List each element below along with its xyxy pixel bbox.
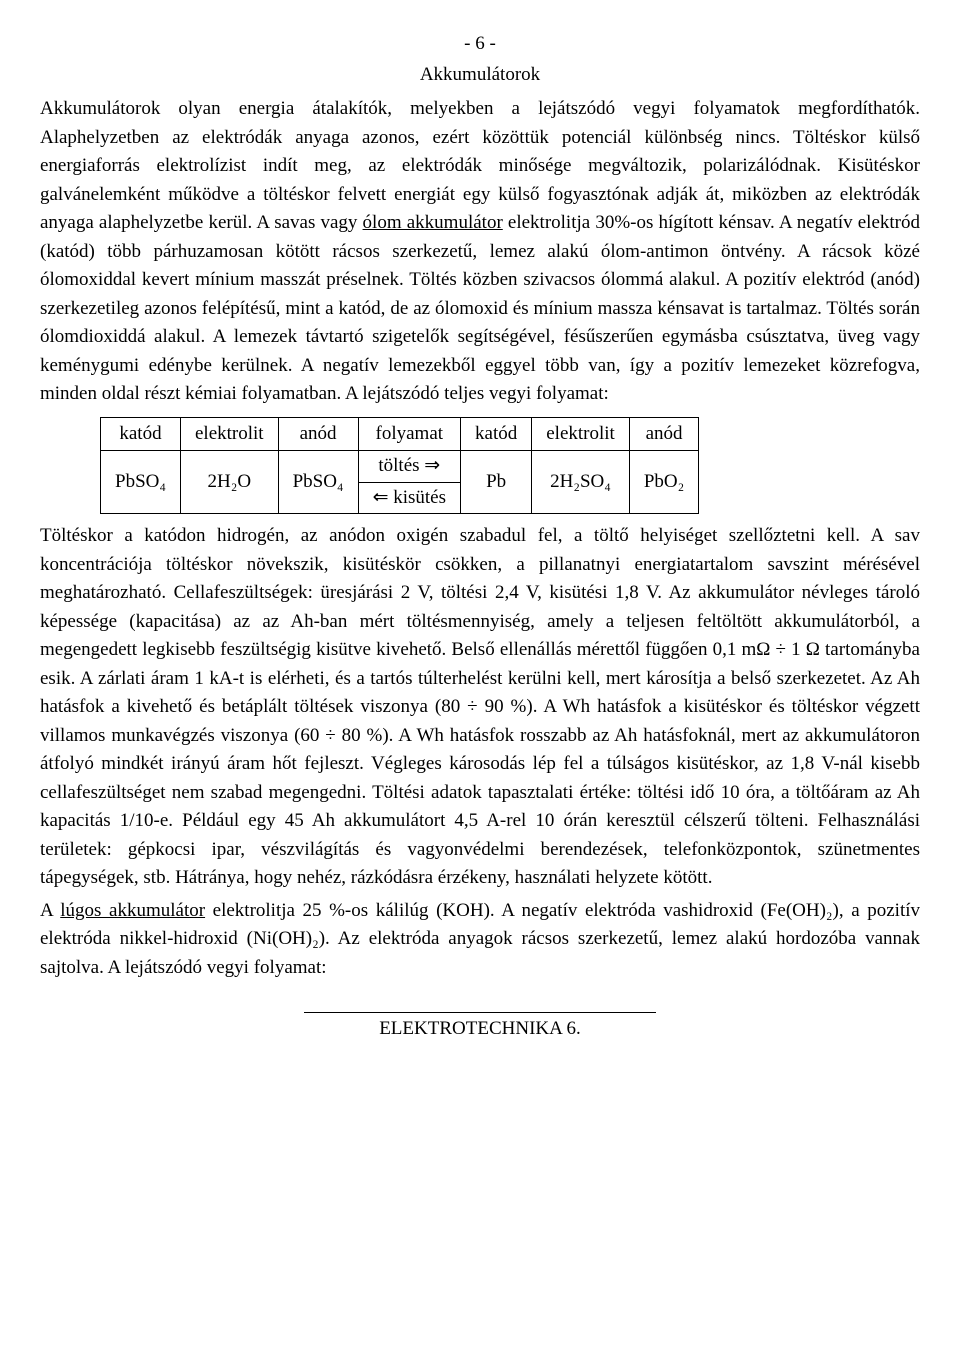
- th-katod-1: katód: [101, 417, 181, 451]
- th-katod-2: katód: [461, 417, 532, 451]
- td-toltes: töltés ⇒: [359, 451, 460, 483]
- td-2h2o: 2H₂O: [180, 451, 278, 514]
- th-folyamat: folyamat: [358, 417, 460, 451]
- th-elektrolit-1: elektrolit: [180, 417, 278, 451]
- td-pbo2: PbO₂: [629, 451, 698, 514]
- para3-underline-lugos: lúgos akkumulátor: [60, 900, 205, 921]
- page-title: Akkumulátorok: [40, 61, 920, 90]
- para1-text-b1: A savas vagy: [256, 212, 362, 233]
- td-kisutes: ⇐ kisütés: [359, 483, 460, 514]
- td-pbso4-2: PbSO₄: [278, 451, 358, 514]
- paragraph-2: Töltéskor a katódon hidrogén, az anódon …: [40, 522, 920, 893]
- td-pbso4-1: PbSO₄: [101, 451, 181, 514]
- th-anod-2: anód: [629, 417, 698, 451]
- paragraph-3: A lúgos akkumulátor elektrolitja 25 %-os…: [40, 897, 920, 983]
- footer-divider: [304, 1012, 656, 1013]
- table-header-row: katód elektrolit anód folyamat katód ele…: [101, 417, 699, 451]
- para1-text-b2: elektrolitja 30%-os hígított kénsav. A n…: [40, 212, 920, 404]
- td-2h2so4: 2H₂SO₄: [532, 451, 630, 514]
- reaction-table: katód elektrolit anód folyamat katód ele…: [100, 417, 699, 515]
- page-number: - 6 -: [40, 30, 920, 59]
- td-pb: Pb: [461, 451, 532, 514]
- para3-text-a: A: [40, 900, 60, 921]
- footer: ELEKTROTECHNIKA 6.: [40, 1012, 920, 1044]
- td-folyamat: töltés ⇒ ⇐ kisütés: [358, 451, 460, 514]
- footer-text: ELEKTROTECHNIKA 6.: [379, 1018, 581, 1039]
- table-data-row: PbSO₄ 2H₂O PbSO₄ töltés ⇒ ⇐ kisütés Pb 2…: [101, 451, 699, 514]
- para2-text: Töltéskor a katódon hidrogén, az anódon …: [40, 525, 920, 888]
- paragraph-1: Akkumulátorok olyan energia átalakítók, …: [40, 95, 920, 409]
- th-anod-1: anód: [278, 417, 358, 451]
- para1-underline-olom: ólom akkumulátor: [363, 212, 503, 233]
- th-elektrolit-2: elektrolit: [532, 417, 630, 451]
